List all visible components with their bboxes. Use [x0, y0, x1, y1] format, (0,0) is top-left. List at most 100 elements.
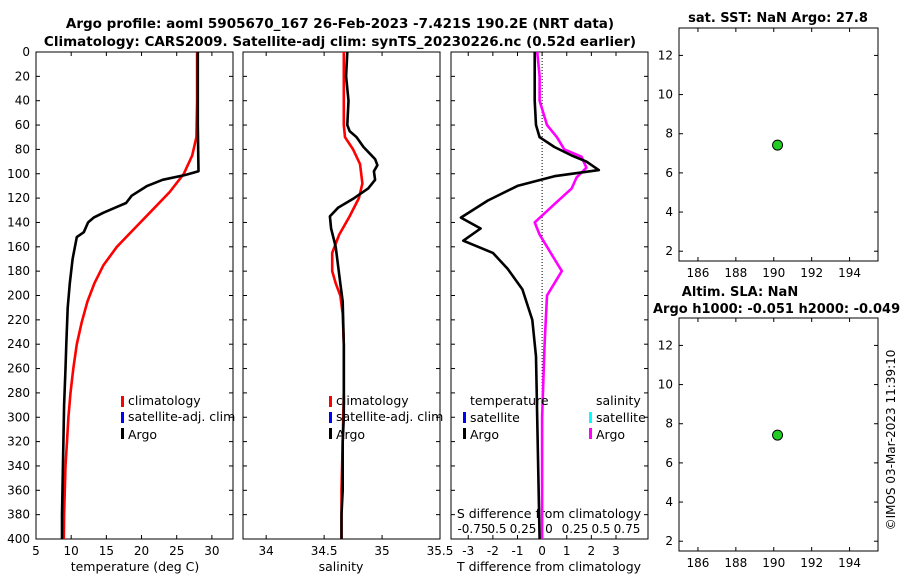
- temp-xtick-label: 25: [169, 544, 184, 558]
- temp-ytick-label: 40: [15, 94, 30, 108]
- sst-xtick-label: 188: [724, 266, 747, 280]
- diff-xtick-label: 0: [538, 544, 546, 558]
- legend-swatch-satellite: [121, 412, 124, 423]
- sla-ytick-label: 6: [665, 456, 673, 470]
- sla-xtick-label: 190: [762, 556, 785, 570]
- legend-swatch-t-argo: [463, 428, 466, 439]
- legend-label: climatology: [336, 393, 409, 408]
- title-line1: Argo profile: aoml 5905670_167 26-Feb-20…: [66, 16, 614, 32]
- temp-series-climatology: [62, 52, 199, 540]
- legend-swatch-s-satellite: [589, 412, 592, 423]
- legend-label: satellite: [470, 410, 520, 425]
- temp-ytick-label: 240: [7, 337, 30, 351]
- legend-label: satellite: [596, 410, 646, 425]
- legend-title-temperature: temperature: [470, 393, 549, 408]
- legend-label: Argo: [470, 427, 499, 442]
- temp-ytick-label: 340: [7, 459, 30, 473]
- temp-ytick-label: 180: [7, 264, 30, 278]
- temp-xlabel: temperature (deg C): [71, 559, 200, 574]
- temp-ytick-label: 380: [7, 508, 30, 522]
- temp-ytick-label: 80: [15, 142, 30, 156]
- diff-top-xtick: 0.25: [510, 522, 537, 536]
- diff-top-xtick: 0.5: [591, 522, 610, 536]
- temp-xtick-label: 5: [32, 544, 40, 558]
- temp-ytick-label: 100: [7, 167, 30, 181]
- diff-series-temperature-argo: [459, 52, 601, 540]
- sst-point: [772, 139, 784, 151]
- temp-legend: climatology satellite-adj. clim Argo: [121, 393, 235, 442]
- sst-ytick-label: 2: [665, 244, 673, 258]
- legend-label: Argo: [596, 427, 625, 442]
- diff-top-xtick: 0: [545, 522, 553, 536]
- temp-ytick-label: 60: [15, 118, 30, 132]
- sla-axes: [678, 317, 879, 552]
- diff-xtick-label: -2: [487, 544, 499, 558]
- diff-top-xtick: 0.5: [487, 522, 506, 536]
- temp-ytick-label: 400: [7, 532, 30, 546]
- sla-ytick-label: 10: [658, 378, 673, 392]
- sla-point: [772, 429, 784, 441]
- diff-top-xtick: -0.75: [457, 522, 488, 536]
- sal-xtick-label: 34: [259, 544, 274, 558]
- diff-xtick-label: 1: [563, 544, 571, 558]
- sst-xtick-label: 186: [686, 266, 709, 280]
- legend-label: satellite-adj. clim: [336, 409, 443, 424]
- temp-ytick-label: 160: [7, 240, 30, 254]
- diff-top-xlabel: S difference from climatology: [457, 506, 642, 521]
- legend-label: climatology: [128, 393, 201, 408]
- temp-ytick-label: 220: [7, 313, 30, 327]
- sla-title: Altim. SLA: NaN: [682, 285, 798, 300]
- legend-swatch-climatology: [121, 396, 124, 407]
- sla-title2: Argo h1000: -0.051 h2000: -0.049: [653, 302, 900, 317]
- sla-xtick-label: 192: [800, 556, 823, 570]
- temp-ytick-label: 320: [7, 435, 30, 449]
- sal-xtick-label: 35: [374, 544, 389, 558]
- diff-legend: temperature satellite Argo salinity sate…: [463, 393, 646, 442]
- sst-axes: [678, 27, 879, 262]
- sst-ytick-label: 6: [665, 166, 673, 180]
- diff-series-salinity-argo: [533, 51, 588, 539]
- sal-xtick-label: 35.5: [427, 544, 454, 558]
- diff-xtick-label: -1: [512, 544, 524, 558]
- temp-ytick-label: 0: [22, 45, 30, 59]
- temp-xtick-label: 15: [99, 544, 114, 558]
- sla-xtick-label: 188: [724, 556, 747, 570]
- legend-swatch-argo: [121, 428, 124, 439]
- sst-xtick-label: 192: [800, 266, 823, 280]
- sla-ytick-label: 2: [665, 534, 673, 548]
- sla-xtick-label: 194: [838, 556, 861, 570]
- sal-xlabel: salinity: [319, 559, 364, 574]
- diff-xtick-label: -3: [462, 544, 474, 558]
- legend-swatch-climatology: [329, 396, 332, 407]
- sst-ytick-label: 8: [665, 127, 673, 141]
- diff-top-xtick: 0.75: [614, 522, 641, 536]
- sal-series-argo: [328, 51, 379, 539]
- legend-swatch-t-satellite: [463, 412, 466, 423]
- temp-ytick-label: 140: [7, 215, 30, 229]
- sst-ytick-label: 12: [658, 48, 673, 62]
- diff-xlabel: T difference from climatology: [456, 559, 642, 574]
- temp-ytick-label: 200: [7, 289, 30, 303]
- sal-xtick-label: 34.5: [311, 544, 338, 558]
- sst-ytick-label: 4: [665, 205, 673, 219]
- sla-ytick-label: 8: [665, 417, 673, 431]
- temp-xtick-label: 20: [134, 544, 149, 558]
- sal-legend: climatology satellite-adj. clim Argo: [329, 393, 443, 442]
- temp-ytick-label: 360: [7, 483, 30, 497]
- sst-title: sat. SST: NaN Argo: 27.8: [688, 11, 868, 26]
- diff-top-xtick: 0.25: [562, 522, 589, 536]
- diff-top-xticks: -0.75 0.5 0.25 0 0.25 0.5 0.75: [457, 522, 640, 536]
- diff-xtick-label: 3: [612, 544, 620, 558]
- imos-timestamp: ©IMOS 03-Mar-2023 11:39:10: [884, 350, 898, 531]
- temp-ytick-label: 120: [7, 191, 30, 205]
- temp-ytick-label: 260: [7, 362, 30, 376]
- sla-ytick-label: 12: [658, 338, 673, 352]
- legend-swatch-satellite: [329, 412, 332, 423]
- temp-ytick-label: 300: [7, 410, 30, 424]
- title-line2: Climatology: CARS2009. Satellite-adj cli…: [44, 34, 636, 50]
- legend-swatch-s-argo: [589, 428, 592, 439]
- legend-label: satellite-adj. clim: [128, 409, 235, 424]
- temp-xtick-label: 10: [64, 544, 79, 558]
- legend-swatch-argo: [329, 428, 332, 439]
